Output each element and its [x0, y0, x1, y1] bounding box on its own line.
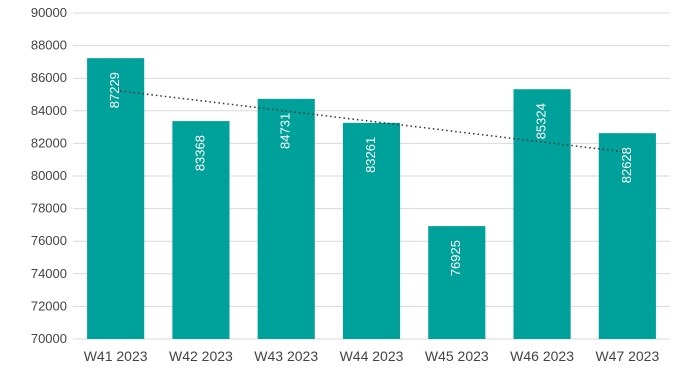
- data-label: 85324: [534, 103, 549, 139]
- y-axis-ticks: 70000 72000 74000 76000 78000 80000 82000 84000…: [31, 5, 67, 346]
- data-label: 87229: [107, 72, 122, 108]
- x-tick-label: W43 2023: [254, 348, 318, 364]
- x-tick-label: W45 2023: [425, 348, 489, 364]
- x-axis-ticks: W41 2023 W42 2023 W43 2023 W44 2023 W45 2023…: [84, 348, 660, 364]
- bar: [257, 98, 315, 339]
- trendline-layer: [115, 89, 628, 154]
- y-tick-label: 76000: [31, 233, 67, 248]
- y-tick-label: 72000: [31, 298, 67, 313]
- y-tick-label: 80000: [31, 168, 67, 183]
- data-labels: 87229 83368 84731 83261 76925 85324 82628: [107, 72, 634, 276]
- y-tick-label: 88000: [31, 38, 67, 53]
- data-label: 84731: [278, 113, 293, 149]
- trendline: [115, 89, 628, 154]
- x-tick-label: W46 2023: [510, 348, 574, 364]
- data-label: 83261: [363, 137, 378, 173]
- bar: [342, 122, 401, 339]
- bars: [87, 58, 656, 340]
- data-label: 76925: [448, 240, 463, 276]
- bar: [172, 121, 230, 340]
- data-label: 82628: [619, 147, 634, 183]
- y-tick-label: 82000: [31, 135, 67, 150]
- y-tick-label: 84000: [31, 103, 67, 118]
- bar: [513, 89, 571, 339]
- x-tick-label: W47 2023: [595, 348, 659, 364]
- bar: [428, 226, 486, 339]
- x-tick-label: W41 2023: [84, 348, 148, 364]
- y-tick-label: 86000: [31, 70, 67, 85]
- bar: [598, 133, 656, 339]
- bar: [87, 58, 145, 340]
- y-tick-label: 74000: [31, 266, 67, 281]
- data-label: 83368: [192, 135, 207, 171]
- x-tick-label: W42 2023: [169, 348, 233, 364]
- y-tick-label: 78000: [31, 201, 67, 216]
- y-tick-label: 90000: [31, 5, 67, 20]
- y-tick-label: 70000: [31, 331, 67, 346]
- x-tick-label: W44 2023: [340, 348, 404, 364]
